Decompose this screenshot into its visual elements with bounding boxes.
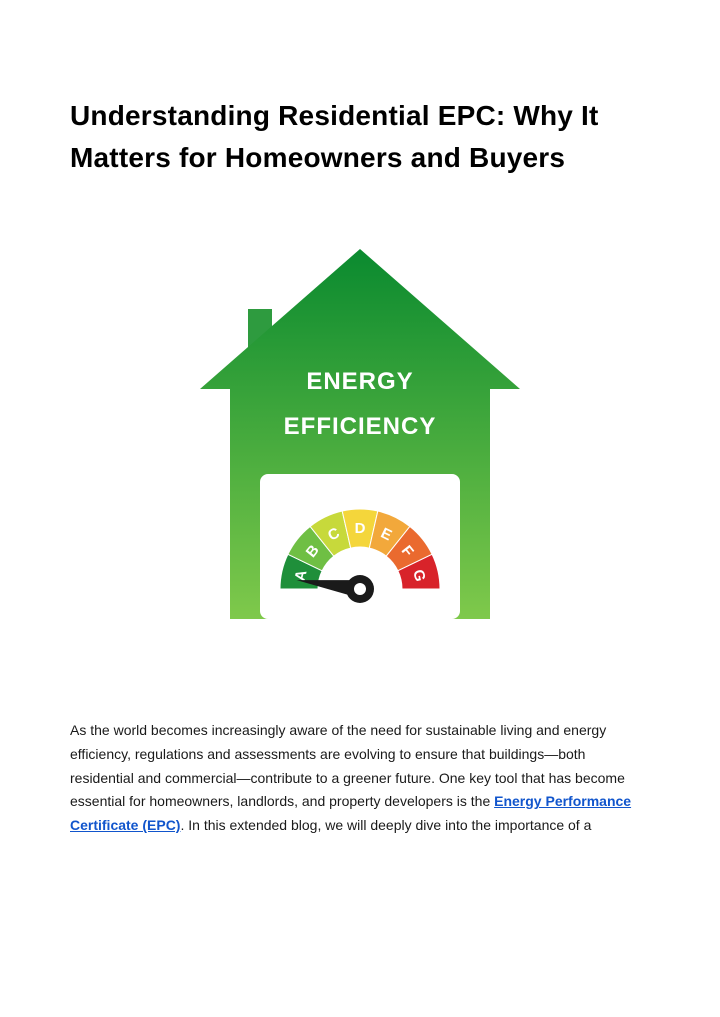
intro-paragraph: As the world becomes increasingly aware … <box>70 719 650 838</box>
house-text-line2: EFFICIENCY <box>284 413 437 440</box>
house-text-line1: ENERGY <box>306 368 413 395</box>
page-title: Understanding Residential EPC: Why It Ma… <box>70 95 650 179</box>
house-illustration: ENERGY EFFICIENCY ABCDEFG <box>190 239 530 629</box>
gauge-hub-inner <box>354 583 366 595</box>
hero-graphic: ENERGY EFFICIENCY ABCDEFG <box>70 239 650 629</box>
paragraph-post: . In this extended blog, we will deeply … <box>180 817 591 833</box>
gauge-label-d: D <box>355 520 366 537</box>
